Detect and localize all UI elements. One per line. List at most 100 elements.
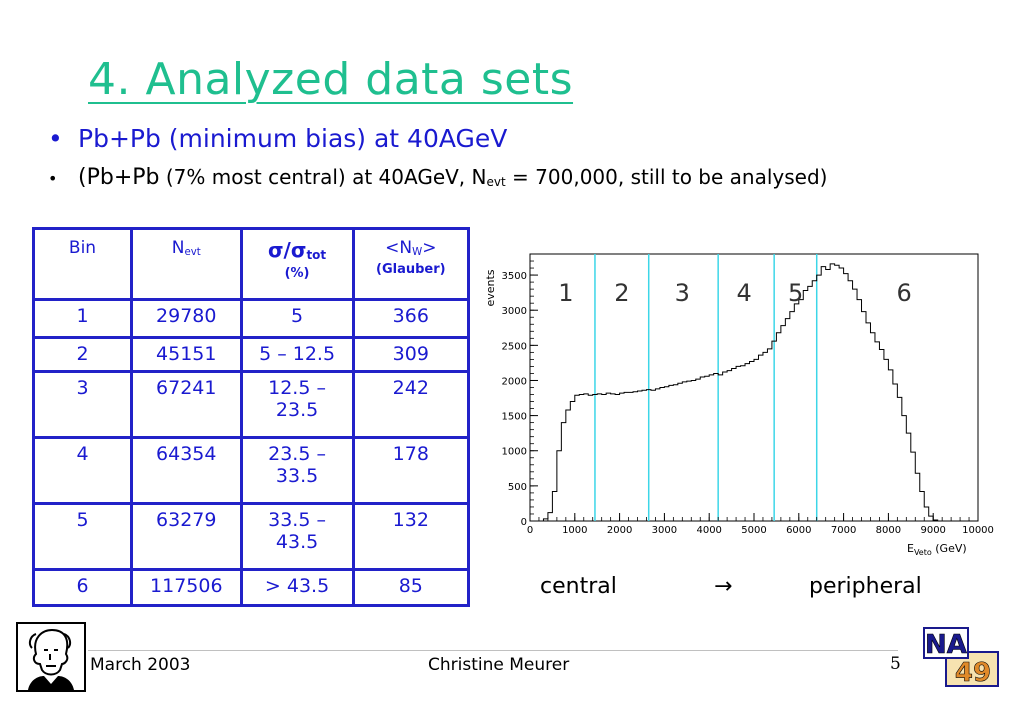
bin-label: 6 (896, 279, 911, 307)
na49-logo-icon: NA 49 (923, 627, 999, 688)
x-axis-label-main: E (907, 542, 914, 555)
cell-nw: 242 (351, 370, 471, 439)
table-header-row: Bin Nevt σ/σtot (%) <NW> (Glauber) (31, 227, 471, 301)
header-nevt-sub: evt (184, 247, 201, 258)
footer-author: Christine Meurer (428, 655, 570, 675)
bullet-text: Pb+Pb (minimum bias) at 40AGeV (78, 124, 508, 153)
bin-label: 2 (614, 279, 629, 307)
bin-label: 4 (737, 279, 752, 307)
y-axis-label: events (484, 269, 497, 306)
x-tick-label: 6000 (786, 525, 811, 536)
header-nevt-main: N (171, 238, 185, 258)
header-nw: <NW> (Glauber) (351, 227, 471, 301)
footer-divider (88, 650, 898, 651)
x-tick-label: 3000 (652, 525, 677, 536)
histogram-chart: 0 1000 2000 3000 4000 5000 6000 7000 8000 9000 100… (480, 236, 1000, 575)
cell-nevt: 67241 (130, 370, 243, 439)
y-tick-label: 3500 (502, 271, 527, 282)
cell-bin: 2 (31, 336, 134, 373)
x-axis-label-unit: (GeV) (932, 542, 967, 555)
cell-sigma: 12.5 – 23.5 (239, 370, 355, 439)
header-nevt: Nevt (130, 227, 243, 301)
cell-sigma: > 43.5 (239, 568, 355, 607)
cell-sigma: 5 (239, 298, 355, 339)
cell-nw: 85 (351, 568, 471, 607)
cell-sigma: 33.5 – 43.5 (239, 502, 355, 571)
bullet-symbol: • (48, 169, 58, 188)
cell-bin: 5 (31, 502, 134, 571)
cell-nevt: 64354 (130, 436, 243, 505)
x-tick-label: 4000 (696, 525, 721, 536)
y-tick-label: 2500 (502, 341, 527, 352)
cell-sigma: 23.5 – 33.5 (239, 436, 355, 505)
cell-nevt: 117506 (130, 568, 243, 607)
bin-boundaries (594, 254, 818, 521)
cell-nw: 309 (351, 336, 471, 373)
header-sigma: σ/σtot (%) (239, 227, 355, 301)
cell-nw: 132 (351, 502, 471, 571)
x-tick-label: 0 (527, 525, 533, 536)
bullet-mid: (7% most central) at 40AGeV, N (159, 165, 487, 189)
page-number: 5 (890, 654, 901, 674)
table-row: 6 117506 > 43.5 85 (31, 568, 471, 607)
cell-nw: 178 (351, 436, 471, 505)
y-tick-label: 2000 (502, 376, 527, 387)
cell-nw: 366 (351, 298, 471, 339)
arrow-icon: → (714, 574, 733, 599)
y-axis: 0 500 1000 1500 2000 2500 3000 3500 (502, 253, 538, 528)
histogram-svg: 0 1000 2000 3000 4000 5000 6000 7000 8000 9000 100… (484, 253, 994, 557)
na49-logo: NA 49 (922, 626, 1000, 690)
footer-date: March 2003 (90, 655, 191, 675)
cell-bin: 1 (31, 298, 134, 339)
y-tick-label: 500 (508, 482, 527, 493)
logo-na-text: NA (925, 630, 967, 660)
header-sigma-main: σ/σ (267, 238, 307, 262)
cell-bin: 4 (31, 436, 134, 505)
header-bin: Bin (31, 227, 134, 301)
caption-central: central (540, 574, 617, 599)
y-tick-label: 1500 (502, 412, 527, 423)
bullet-suffix: = 700,000, still to be analysed) (505, 165, 828, 189)
x-tick-label: 10000 (962, 525, 994, 536)
table-row: 4 64354 23.5 – 33.5 178 (31, 436, 471, 505)
x-tick-label: 5000 (741, 525, 766, 536)
bullet-minimum-bias: • Pb+Pb (minimum bias) at 40AGeV (48, 124, 507, 153)
bin-labels: 1 2 3 4 5 6 (558, 279, 912, 307)
goethe-portrait-logo (16, 622, 86, 692)
table-row: 5 63279 33.5 – 43.5 132 (31, 502, 471, 571)
table-row: 3 67241 12.5 – 23.5 242 (31, 370, 471, 439)
cell-bin: 3 (31, 370, 134, 439)
table-row: 2 45151 5 – 12.5 309 (31, 336, 471, 373)
header-sigma-sub: tot (306, 248, 327, 262)
centrality-table: Bin Nevt σ/σtot (%) <NW> (Glauber) 1 29780… (31, 227, 471, 607)
header-sigma-unit: (%) (284, 266, 310, 281)
x-axis: 0 1000 2000 3000 4000 5000 6000 7000 8000 9000 100… (527, 513, 994, 536)
logo-49-text: 49 (955, 658, 991, 688)
x-axis-label-sub: Veto (914, 548, 932, 557)
cell-bin: 6 (31, 568, 134, 607)
x-tick-label: 9000 (920, 525, 945, 536)
cell-sigma: 5 – 12.5 (239, 336, 355, 373)
cell-nevt: 45151 (130, 336, 243, 373)
histogram-series (530, 263, 978, 522)
y-tick-label: 0 (521, 517, 527, 528)
portrait-icon (28, 628, 74, 690)
header-nw-close: > (422, 238, 437, 258)
bullet-prefix: (Pb+Pb (78, 165, 160, 190)
x-axis-label: EVeto (GeV) (907, 542, 967, 557)
bin-label: 1 (558, 279, 573, 307)
bullet-sub: evt (486, 175, 506, 189)
y-tick-label: 1000 (502, 447, 527, 458)
cell-nevt: 63279 (130, 502, 243, 571)
bullet-central: • (Pb+Pb (7% most central) at 40AGeV, Nev… (48, 165, 827, 190)
y-tick-label: 3000 (502, 306, 527, 317)
caption-peripheral: peripheral (809, 574, 922, 599)
plot-frame (529, 253, 979, 522)
header-nw-main: <N (385, 238, 413, 258)
bin-label: 3 (675, 279, 690, 307)
header-nw-note: (Glauber) (376, 262, 446, 277)
bin-label: 5 (788, 279, 803, 307)
bullet-symbol: • (48, 124, 63, 153)
x-tick-label: 2000 (607, 525, 632, 536)
header-nw-sub: W (412, 247, 423, 258)
